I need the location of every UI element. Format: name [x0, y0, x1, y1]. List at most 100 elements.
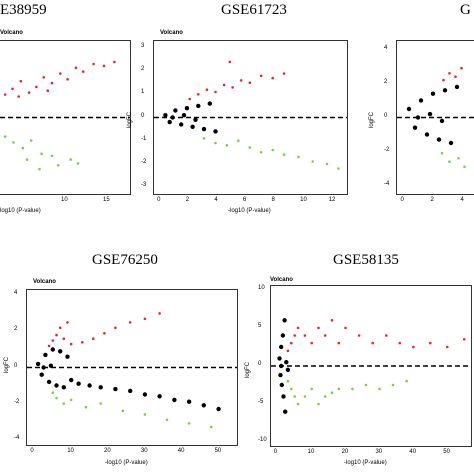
y-tick-label: -5 [258, 399, 264, 406]
data-point [282, 153, 286, 156]
y-axis-label: logFC [4, 356, 10, 373]
data-point [303, 395, 307, 398]
data-point [163, 113, 168, 118]
data-point [429, 341, 432, 345]
data-point [47, 344, 51, 348]
data-point [454, 84, 460, 90]
data-point [51, 391, 55, 394]
data-point [285, 367, 291, 372]
data-point [337, 387, 341, 391]
x-tick-label: 10 [67, 448, 74, 454]
data-point [323, 334, 327, 337]
data-point [25, 158, 29, 161]
data-point [99, 402, 102, 405]
data-point [282, 72, 286, 75]
x-tick-label: 50 [443, 449, 450, 455]
data-point [248, 146, 252, 149]
y-tick-label: -3 [141, 182, 147, 189]
x-tick-label: 10 [61, 197, 68, 203]
data-point [167, 119, 172, 125]
data-point [69, 342, 73, 346]
data-point [448, 140, 454, 146]
data-point [103, 332, 106, 335]
data-point [157, 394, 162, 399]
y-axis-label: logFC [369, 111, 375, 128]
data-point [40, 152, 43, 156]
x-axis-label: -log10 (P-value) [344, 460, 387, 466]
data-point [337, 341, 341, 345]
volcano-svg [27, 312, 237, 429]
data-point [113, 386, 118, 392]
data-point [76, 162, 80, 165]
x-tick-label: 0 [273, 449, 278, 455]
data-point [277, 356, 282, 361]
y-tick-label: -2 [14, 398, 20, 405]
y-tick-label: 0 [141, 112, 145, 119]
x-tick-label: 30 [375, 449, 383, 455]
y-tick-label: 2 [384, 78, 388, 85]
data-point [337, 167, 340, 170]
panel-subtitle: Volcano [33, 279, 56, 285]
data-point [98, 385, 103, 390]
data-point [439, 118, 445, 124]
data-point [405, 379, 408, 383]
panel-subtitle: Volcano [270, 277, 293, 283]
data-point [58, 326, 62, 330]
data-point [51, 339, 55, 342]
data-point [436, 137, 442, 142]
data-point [54, 383, 59, 388]
x-tick-label: 4 [214, 197, 218, 203]
volcano-svg [271, 318, 471, 414]
data-point [113, 60, 116, 64]
data-point [19, 79, 23, 83]
x-tick-label: 0 [157, 197, 161, 203]
data-point [427, 111, 433, 117]
x-tick-label: 20 [341, 449, 349, 455]
data-point [412, 125, 418, 130]
data-point [38, 167, 41, 171]
data-point [92, 337, 95, 340]
plot-area [0, 40, 131, 195]
data-point [143, 413, 147, 416]
data-point [142, 392, 148, 397]
y-tick-label: 4 [384, 44, 388, 51]
data-point [46, 89, 50, 92]
y-axis-label: logFC [245, 361, 251, 378]
data-point [201, 403, 206, 408]
data-point [454, 75, 457, 78]
data-point [293, 395, 296, 398]
volcano-svg [0, 60, 130, 171]
data-point [69, 158, 72, 161]
data-point [48, 363, 54, 368]
data-point [11, 87, 14, 91]
panel-subtitle: Volcano [160, 30, 183, 36]
x-tick-label: 0 [400, 197, 404, 203]
y-tick-label: 3 [141, 42, 145, 49]
data-point [214, 90, 217, 94]
data-point [357, 334, 361, 337]
data-point [442, 78, 445, 82]
data-point [172, 397, 177, 403]
x-axis-label: log10 (P-value) [0, 208, 41, 214]
data-point [69, 377, 74, 383]
data-point [284, 360, 289, 365]
data-point [279, 382, 284, 388]
data-point [378, 387, 381, 391]
data-point [187, 422, 191, 425]
data-point [61, 385, 66, 390]
data-point [222, 83, 226, 87]
data-point [325, 162, 329, 166]
data-point [197, 93, 200, 96]
data-point [351, 387, 354, 391]
data-point [213, 129, 218, 134]
data-point [271, 76, 274, 80]
y-tick-label: -10 [258, 437, 267, 444]
data-point [58, 349, 63, 354]
data-point [12, 141, 15, 144]
data-point [27, 91, 31, 94]
data-point [81, 341, 84, 344]
data-point [179, 122, 184, 127]
x-tick-label: 10 [300, 197, 307, 203]
data-point [184, 106, 190, 111]
data-point [385, 334, 388, 337]
